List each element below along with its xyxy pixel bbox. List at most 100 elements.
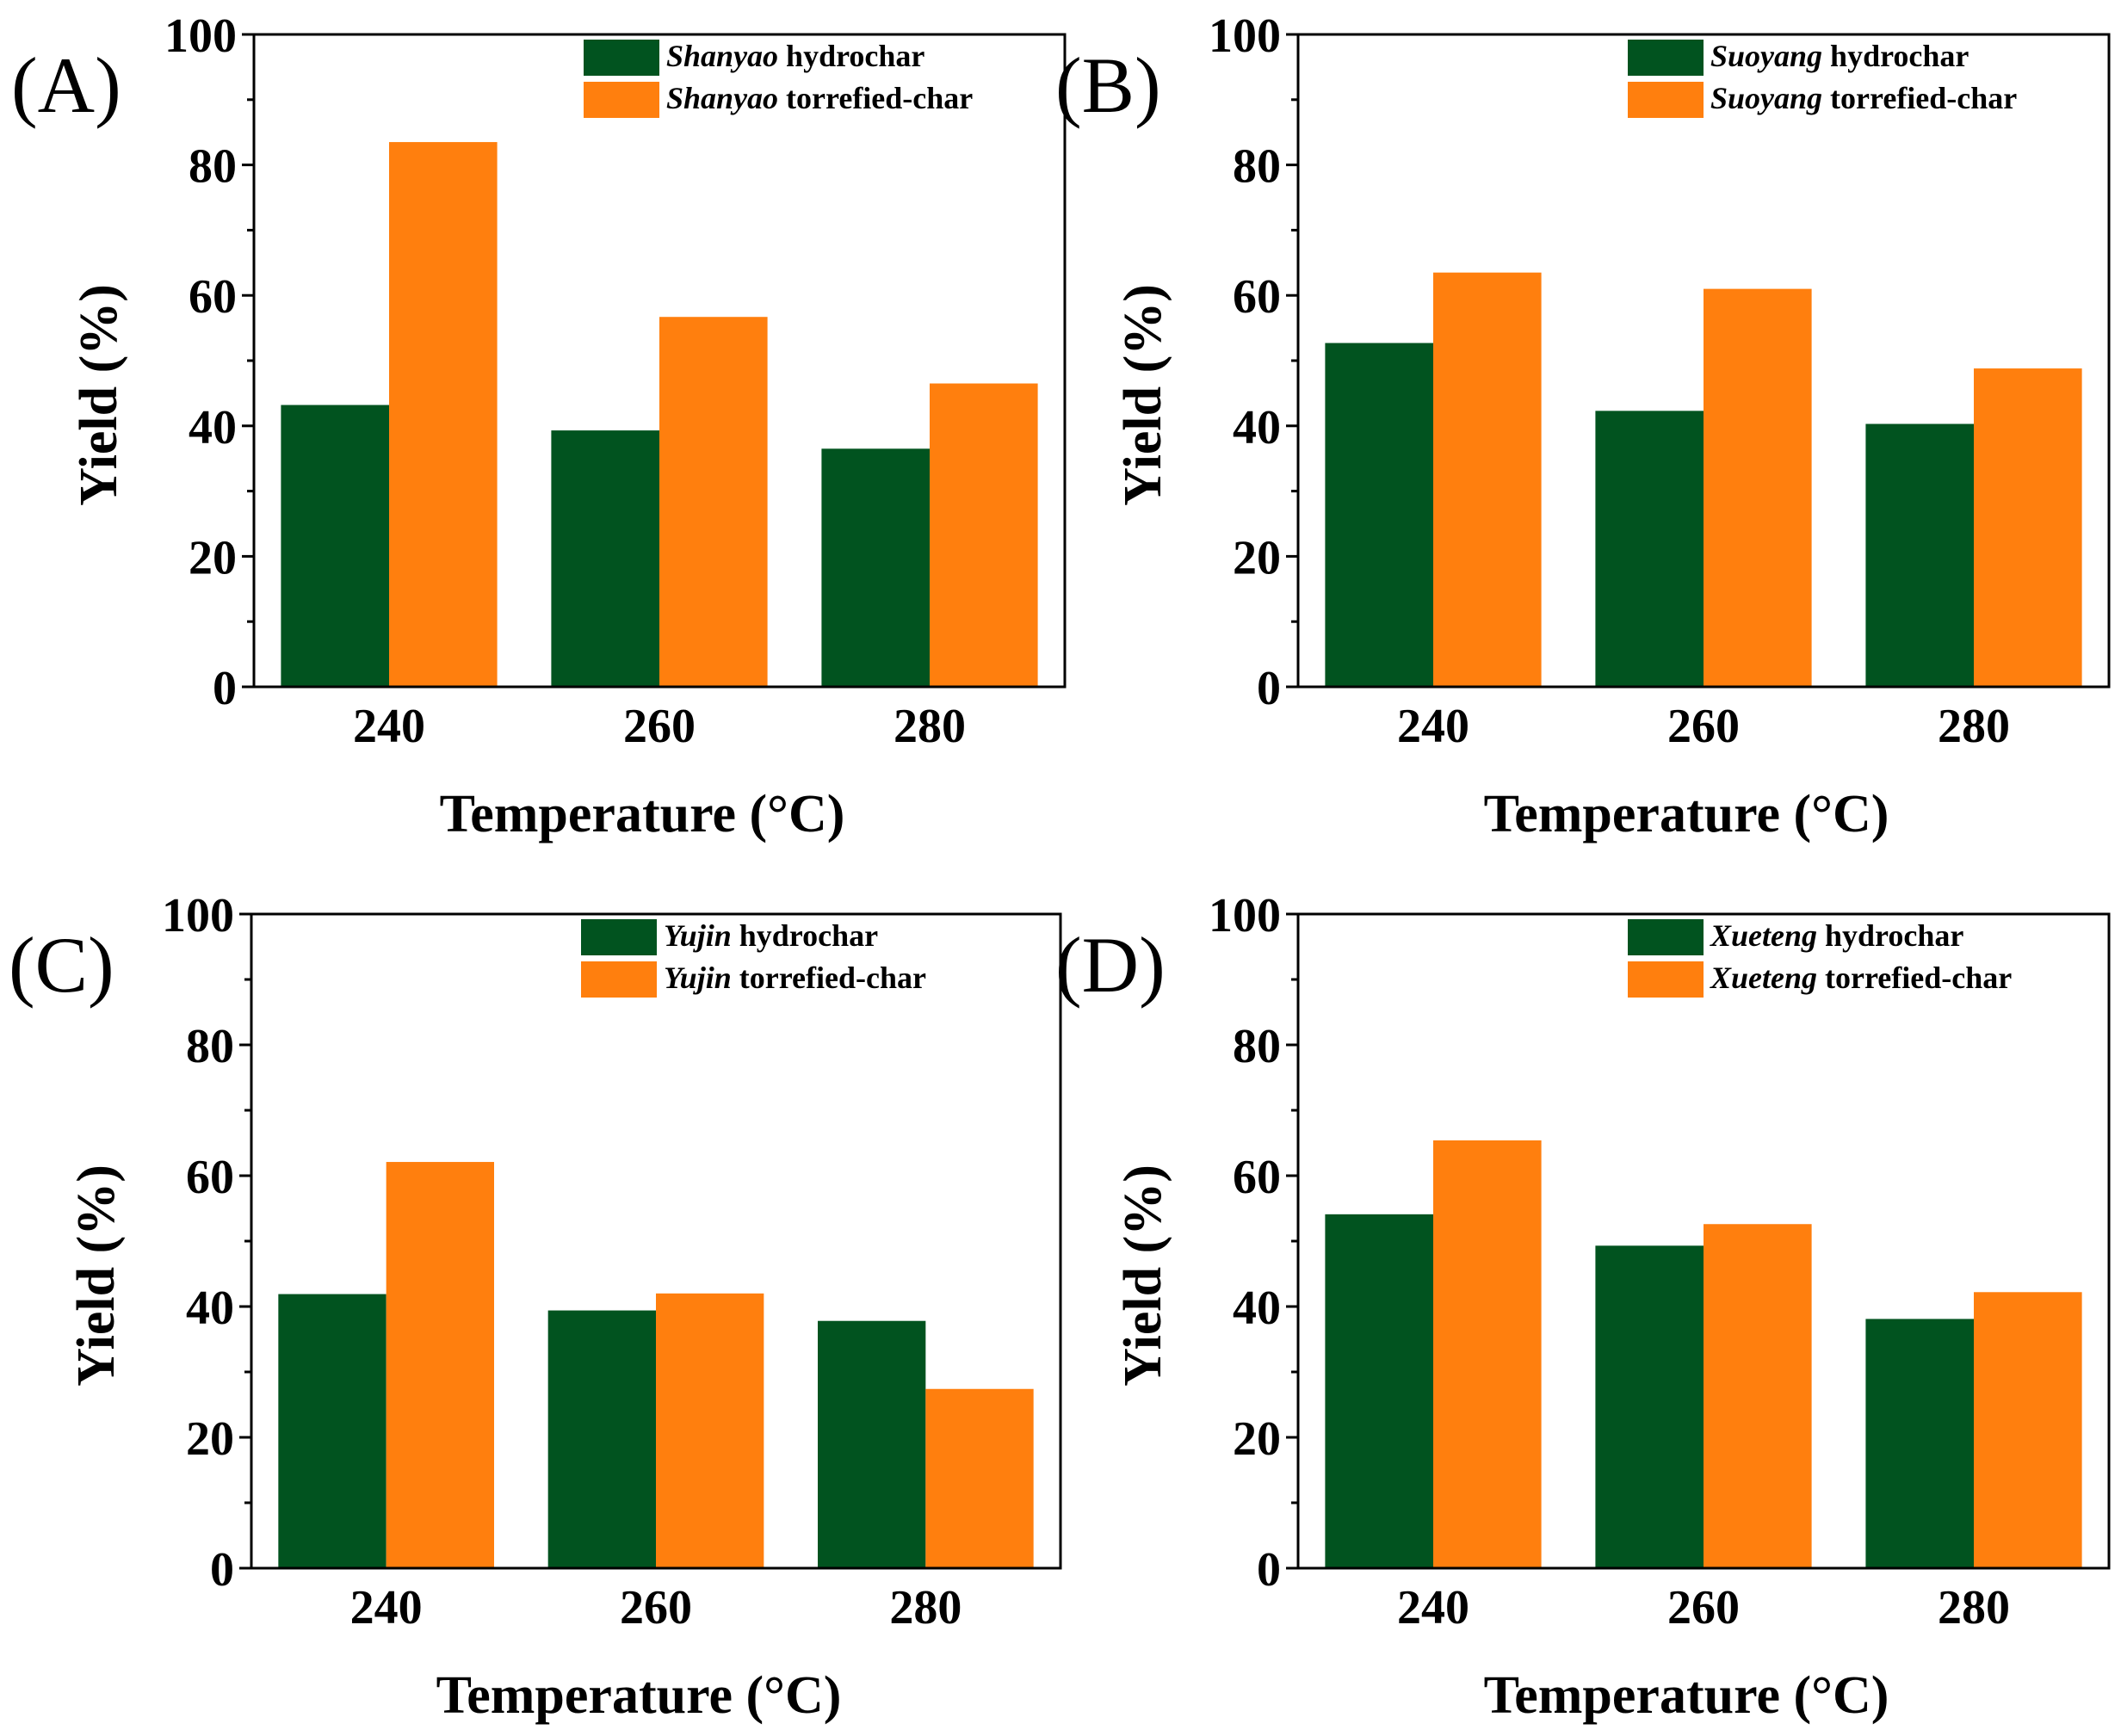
y-tick-label: 40	[189, 401, 237, 454]
legend-label-hydrochar: Shanyao hydrochar	[666, 39, 924, 73]
bar-torrefied-char-280	[1974, 368, 2082, 687]
legend-label-hydrochar: Xueteng hydrochar	[1710, 918, 1963, 953]
y-tick-label: 40	[186, 1282, 234, 1335]
y-axis-title: Yield (%)	[1114, 284, 1172, 506]
y-tick-label: 20	[189, 531, 237, 584]
bar-torrefied-char-280	[1974, 1292, 2082, 1568]
y-axis-title: Yield (%)	[70, 284, 128, 506]
legend-swatch-torrefied-char	[581, 961, 657, 998]
panel-label: (A)	[11, 41, 121, 129]
legend-label-hydrochar: Yujin hydrochar	[664, 918, 878, 953]
legend-swatch-torrefied-char	[584, 82, 659, 118]
legend-series-suffix: hydrochar	[1817, 918, 1963, 953]
y-tick-label: 40	[1233, 401, 1281, 454]
bar-hydrochar-260	[1595, 1245, 1704, 1568]
chart-panel-d: 0 20 40 60 80 100 240 260 280 Temperature (°C) Yie…	[1055, 889, 2111, 1725]
y-tick-label: 0	[210, 1543, 234, 1597]
y-tick-label: 0	[1257, 1543, 1281, 1597]
y-axis-title: Yield (%)	[67, 1165, 126, 1387]
bar-hydrochar-240	[1325, 1214, 1433, 1568]
legend-label-torrefied-char: Yujin torrefied-char	[664, 961, 926, 995]
legend-species-name: Suoyang	[1710, 39, 1822, 73]
legend-species-name: Yujin	[664, 918, 732, 953]
bar-torrefied-char-240	[1433, 1140, 1542, 1568]
panel-label: (C)	[9, 921, 114, 1009]
bar-hydrochar-280	[1865, 1319, 1974, 1568]
x-tick-label: 260	[623, 700, 696, 753]
x-axis-title: Temperature (°C)	[1484, 1666, 1889, 1725]
legend-species-name: Shanyao	[666, 81, 778, 115]
y-tick-label: 100	[164, 9, 237, 63]
legend-species-name: Xueteng	[1710, 961, 1817, 995]
bar-hydrochar-240	[278, 1294, 386, 1568]
legend-series-suffix: hydrochar	[1822, 39, 1969, 73]
y-tick-label: 20	[186, 1412, 234, 1466]
y-tick-label: 80	[189, 140, 237, 194]
legend-species-name: Yujin	[664, 961, 732, 995]
bar-torrefied-char-280	[925, 1388, 1034, 1568]
legend-label-torrefied-char: Suoyang torrefied-char	[1710, 81, 2017, 115]
bar-hydrochar-240	[281, 405, 389, 687]
legend-series-suffix: torrefied-char	[1817, 961, 2012, 995]
y-tick-label: 20	[1233, 531, 1281, 584]
x-tick-label: 280	[889, 1581, 962, 1634]
legend-swatch-hydrochar	[1628, 919, 1704, 955]
y-tick-label: 60	[189, 270, 237, 324]
chart-panel-c: 0 20 40 60 80 100 240 260 280 Temperature (°C) Yie…	[9, 889, 1062, 1725]
legend-swatch-hydrochar	[1628, 40, 1704, 76]
chart-panel-a: 0 20 40 60 80 100 240 260 280 Temperature (°C) Yie…	[11, 9, 1067, 843]
y-tick-label: 60	[1233, 1151, 1281, 1204]
legend-swatch-torrefied-char	[1628, 82, 1704, 118]
x-tick-label: 260	[1667, 1581, 1740, 1634]
bar-hydrochar-280	[1865, 423, 1974, 687]
x-tick-label: 280	[1938, 700, 2010, 753]
y-tick-label: 0	[213, 662, 237, 715]
legend-swatch-torrefied-char	[1628, 961, 1704, 998]
panel-label: (B)	[1055, 41, 1161, 129]
panel-label: (D)	[1055, 921, 1166, 1009]
bar-hydrochar-280	[818, 1320, 926, 1568]
bar-hydrochar-240	[1325, 343, 1433, 687]
y-axis-title: Yield (%)	[1114, 1165, 1172, 1387]
legend-swatch-hydrochar	[581, 919, 657, 955]
bar-torrefied-char-260	[659, 317, 768, 687]
y-tick-label: 80	[1233, 1020, 1281, 1073]
x-tick-label: 240	[350, 1581, 423, 1634]
y-tick-label: 100	[1209, 889, 1281, 942]
x-axis-title: Temperature (°C)	[440, 785, 845, 843]
bar-torrefied-char-260	[1704, 288, 1812, 687]
legend-swatch-hydrochar	[584, 40, 659, 76]
y-tick-label: 60	[186, 1151, 234, 1204]
legend-species-name: Shanyao	[666, 39, 778, 73]
y-tick-label: 40	[1233, 1282, 1281, 1335]
bar-torrefied-char-260	[1704, 1224, 1812, 1568]
x-tick-label: 240	[1397, 700, 1469, 753]
bar-hydrochar-260	[551, 430, 659, 687]
legend-label-hydrochar: Suoyang hydrochar	[1710, 39, 1969, 73]
x-tick-label: 240	[353, 700, 425, 753]
y-tick-label: 0	[1257, 662, 1281, 715]
x-tick-label: 280	[1938, 1581, 2010, 1634]
legend-series-suffix: hydrochar	[778, 39, 924, 73]
y-tick-label: 60	[1233, 270, 1281, 324]
legend-series-suffix: torrefied-char	[778, 81, 973, 115]
y-tick-label: 100	[162, 889, 234, 942]
bar-hydrochar-260	[1595, 411, 1704, 687]
x-tick-label: 260	[620, 1581, 692, 1634]
x-axis-title: Temperature (°C)	[1484, 785, 1889, 843]
y-tick-label: 100	[1209, 9, 1281, 63]
legend-species-name: Suoyang	[1710, 81, 1822, 115]
legend-series-suffix: torrefied-char	[732, 961, 926, 995]
x-tick-label: 240	[1397, 1581, 1469, 1634]
legend-series-suffix: torrefied-char	[1822, 81, 2017, 115]
bar-torrefied-char-240	[389, 142, 498, 687]
y-tick-label: 80	[186, 1020, 234, 1073]
bar-hydrochar-260	[547, 1310, 656, 1568]
chart-panel-b: 0 20 40 60 80 100 240 260 280 Temperature (°C) Yie…	[1055, 9, 2111, 843]
bar-torrefied-char-240	[386, 1162, 494, 1568]
x-tick-label: 260	[1667, 700, 1740, 753]
bar-torrefied-char-240	[1433, 272, 1542, 687]
legend-label-torrefied-char: Shanyao torrefied-char	[666, 81, 973, 115]
legend-series-suffix: hydrochar	[732, 918, 878, 953]
